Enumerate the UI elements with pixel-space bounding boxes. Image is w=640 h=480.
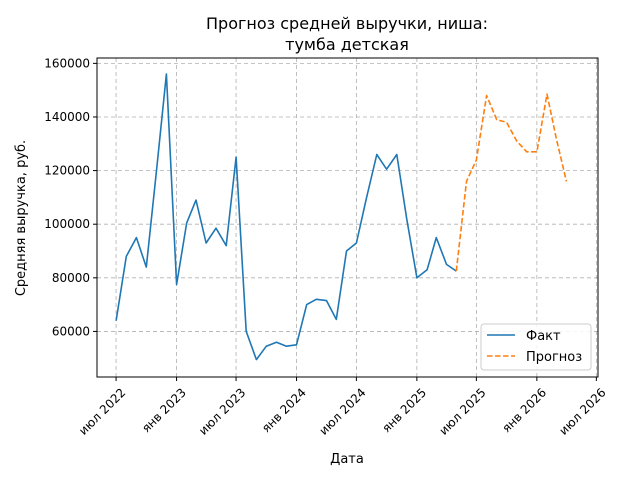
x-tick-label: июл 2026 <box>556 385 608 437</box>
x-axis-label: Дата <box>330 452 364 467</box>
y-tick-label: 140000 <box>44 110 90 124</box>
y-axis: 60000 80000 100000 120000 140000 160000 <box>44 56 97 338</box>
x-tick-label: июл 2023 <box>196 385 248 437</box>
x-tick-label: янв 2023 <box>139 385 189 435</box>
x-tick-label: июл 2024 <box>316 385 368 437</box>
plot-area-frame <box>96 57 599 378</box>
y-tick-label: 160000 <box>44 56 90 70</box>
x-tick-label: янв 2026 <box>499 385 549 435</box>
y-axis-label: Средняя выручка, руб. <box>14 140 29 296</box>
series-line-0 <box>115 73 457 361</box>
x-tick-label: июл 2025 <box>436 385 488 437</box>
series-line-1 <box>455 93 568 272</box>
x-tick-label: янв 2025 <box>379 385 429 435</box>
chart-title-line-1: Прогноз средней выручки, ниша: <box>206 14 488 33</box>
y-tick-label: 80000 <box>52 271 90 285</box>
legend-label-forecast: Прогноз <box>526 350 582 365</box>
x-tick-label: июл 2022 <box>76 385 128 437</box>
y-tick-label: 120000 <box>44 164 90 178</box>
legend-label-fact: Факт <box>526 329 561 344</box>
y-tick-label: 60000 <box>52 324 90 338</box>
y-tick-label: 100000 <box>44 217 90 231</box>
x-axis: июл 2022 янв 2023 июл 2023 янв 2024 июл 2024… <box>76 377 609 438</box>
series-lines <box>115 73 568 361</box>
x-tick-label: янв 2024 <box>259 385 309 435</box>
chart-title-line-2: тумба детская <box>285 35 409 54</box>
legend: Факт Прогноз <box>480 323 592 371</box>
